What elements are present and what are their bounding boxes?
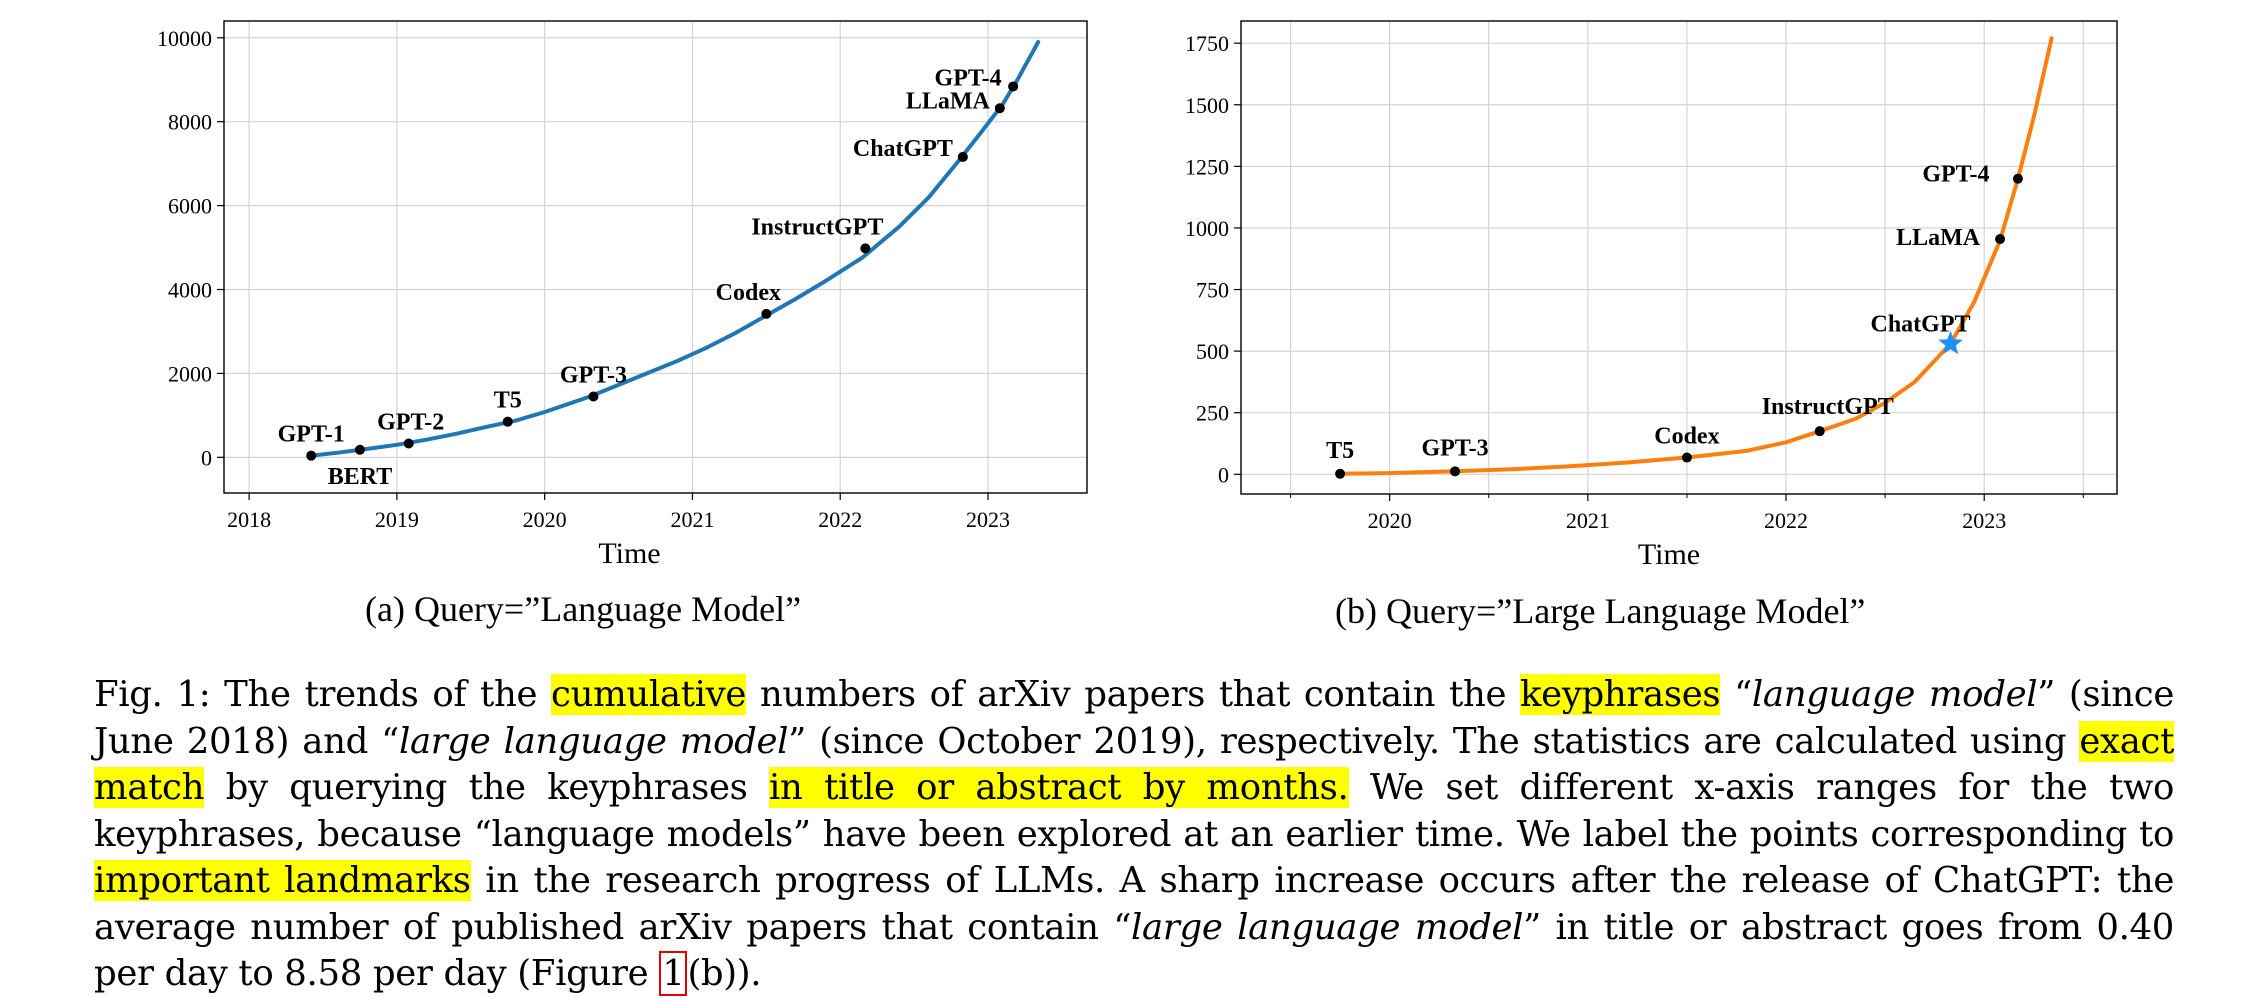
- italic-phrase: large language model: [1131, 906, 1524, 948]
- x-tick-label: 2018: [227, 507, 271, 532]
- figure-ref-link[interactable]: 1: [659, 951, 688, 996]
- landmark-label: GPT-3: [1421, 435, 1488, 461]
- subcaption-b: (b) Query=”Large Language Model”: [1335, 591, 1866, 631]
- caption-text: Fig. 1: The trends of the cumulative num…: [94, 672, 2174, 998]
- highlighted-phrase: in title or abstract by months.: [769, 767, 1349, 808]
- landmark-point: [1008, 81, 1019, 92]
- landmark-label: Codex: [716, 280, 781, 306]
- y-tick-label: 6000: [168, 194, 212, 219]
- caption-segment: ” in title or abstract goes from 0.40 pe…: [94, 906, 2174, 995]
- landmark-label: InstructGPT: [751, 214, 883, 240]
- landmark-label: T5: [494, 388, 522, 414]
- landmark-label: ChatGPT: [853, 136, 953, 162]
- landmark-point: [1814, 426, 1825, 437]
- caption-segment: Fig. 1: The trends of the: [94, 674, 552, 715]
- subcaption-a: (a) Query=”Language Model”: [365, 589, 802, 629]
- figure-caption: Fig. 1: The trends of the cumulative num…: [94, 672, 2174, 998]
- landmark-point: [306, 450, 317, 461]
- landmark-point: [354, 444, 365, 455]
- plot-frame: [223, 20, 1088, 494]
- caption-segment: “: [1720, 674, 1752, 715]
- landmark-label: GPT-2: [377, 409, 444, 435]
- landmark-point: [860, 243, 871, 254]
- y-tick-label: 10000: [157, 26, 212, 51]
- y-tick-label: 500: [1196, 339, 1229, 364]
- y-tick-label: 1500: [1185, 93, 1229, 118]
- landmark-label: InstructGPT: [1762, 394, 1894, 420]
- x-tick-label: 2020: [523, 507, 567, 532]
- y-tick-label: 1250: [1185, 154, 1229, 179]
- landmark-point: [1995, 234, 2006, 245]
- x-tick-label: 2023: [966, 507, 1010, 532]
- x-axis-label: Time: [598, 537, 660, 570]
- x-tick-label: 2022: [818, 507, 862, 532]
- highlighted-phrase: important landmarks: [94, 860, 471, 901]
- landmark-label: ChatGPT: [1871, 312, 1971, 338]
- landmark-label: LLaMA: [906, 88, 991, 114]
- x-tick-label: 2019: [375, 507, 419, 532]
- y-tick-label: 4000: [168, 278, 212, 303]
- landmark-point: [957, 151, 968, 162]
- series-line: [1338, 36, 2054, 476]
- caption-segment: ” (since October 2019), respectively. Th…: [788, 720, 2080, 762]
- landmark-point: [1681, 452, 1692, 463]
- series-line: [309, 40, 1041, 458]
- landmark-point: [1335, 468, 1346, 479]
- caption-segment: by querying the keyphrases: [204, 767, 770, 808]
- landmark-label: Codex: [1654, 424, 1719, 450]
- italic-phrase: large language model: [398, 720, 789, 762]
- landmark-point: [994, 103, 1005, 114]
- landmark-point: [588, 391, 599, 402]
- landmark-point: [2012, 173, 2023, 184]
- landmark-label: GPT-4: [935, 65, 1002, 91]
- italic-phrase: language model: [1751, 674, 2038, 715]
- x-tick-label: 2023: [1962, 508, 2006, 533]
- landmark-label: GPT-3: [560, 363, 627, 389]
- highlighted-phrase: keyphrases: [1520, 674, 1721, 715]
- y-tick-label: 2000: [168, 361, 212, 386]
- chart-panel-b: [1234, 20, 2118, 501]
- y-tick-label: 750: [1196, 278, 1229, 303]
- x-tick-label: 2021: [1566, 508, 1610, 533]
- y-tick-label: 1000: [1185, 216, 1229, 241]
- landmark-label: LLaMA: [1896, 225, 1981, 251]
- caption-segment: We set different x-axis ranges for the t…: [94, 767, 2174, 855]
- x-tick-label: 2020: [1368, 508, 1412, 533]
- highlighted-phrase: cumulative: [551, 674, 747, 715]
- x-tick-label: 2021: [670, 507, 714, 532]
- caption-segment: numbers of arXiv papers that contain the: [746, 674, 1520, 715]
- caption-segment: in the research progress of LLMs. A shar…: [94, 860, 2174, 948]
- y-tick-label: 250: [1196, 401, 1229, 426]
- y-tick-label: 1750: [1185, 31, 1229, 56]
- y-tick-label: 0: [201, 445, 212, 470]
- landmark-star-marker: [1938, 330, 1963, 355]
- y-tick-label: 0: [1218, 462, 1229, 487]
- landmark-point: [1450, 466, 1461, 477]
- x-axis-label: Time: [1638, 538, 1700, 571]
- landmark-label: GPT-4: [1922, 162, 1989, 188]
- caption-segment: (b)).: [687, 953, 762, 994]
- caption-segment: ” (since June 2018) and “: [94, 674, 2174, 762]
- chart-panel-a: [217, 20, 1088, 500]
- landmark-point: [403, 438, 414, 449]
- landmark-label: GPT-1: [278, 422, 345, 448]
- figure-charts: 2018 2019 2020 2021 2022 2023 0 2000 4000 6000 800…: [157, 20, 2118, 571]
- landmark-label: T5: [1326, 438, 1354, 464]
- landmark-label: BERT: [328, 464, 393, 490]
- landmark-point: [502, 416, 513, 427]
- landmark-point: [761, 308, 772, 319]
- y-tick-label: 8000: [168, 110, 212, 135]
- plot-frame: [1240, 20, 2118, 495]
- x-tick-label: 2022: [1764, 508, 1808, 533]
